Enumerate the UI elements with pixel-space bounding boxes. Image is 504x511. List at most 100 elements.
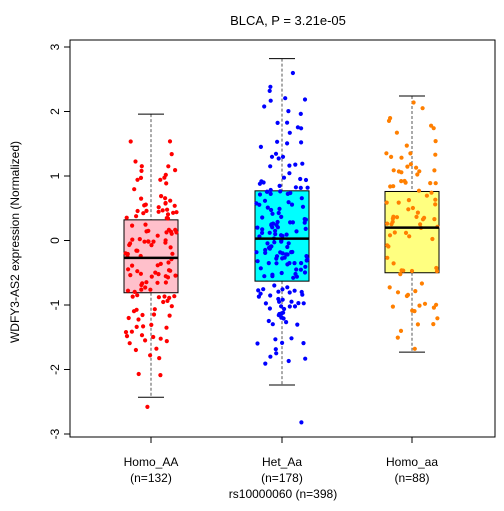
data-point [143, 338, 148, 343]
data-point [130, 294, 135, 299]
data-point [395, 335, 400, 340]
data-point [128, 241, 133, 246]
data-point [390, 216, 395, 221]
data-point [284, 320, 289, 325]
data-point [433, 152, 438, 157]
x-axis-label: rs10000060 (n=398) [229, 487, 337, 501]
data-point [164, 339, 169, 344]
data-point [428, 181, 433, 186]
data-point [407, 234, 412, 239]
data-point [268, 354, 273, 359]
data-point [268, 187, 273, 193]
data-point [164, 181, 169, 186]
data-point [168, 229, 174, 234]
y-tick-label: 1 [48, 172, 62, 179]
data-point [270, 225, 275, 230]
data-point [162, 294, 167, 299]
data-point [156, 272, 161, 277]
data-point [276, 289, 281, 294]
x-tick-count: (n=132) [130, 471, 172, 485]
data-point [163, 280, 168, 285]
data-point [420, 217, 426, 222]
data-point [255, 259, 260, 264]
data-point [135, 208, 140, 214]
data-point [391, 168, 396, 173]
data-point [273, 151, 279, 156]
data-point [286, 200, 291, 205]
data-point [141, 324, 146, 329]
data-point [154, 346, 159, 351]
data-point [146, 239, 151, 244]
data-point [291, 275, 296, 280]
data-point [273, 228, 278, 233]
data-point [265, 205, 270, 210]
data-point [280, 233, 285, 239]
data-point [277, 183, 282, 188]
data-point [301, 341, 306, 346]
data-point [286, 109, 291, 114]
data-point [156, 295, 161, 300]
data-point [434, 265, 439, 271]
data-point [170, 251, 175, 256]
data-point [166, 268, 172, 273]
data-point [128, 139, 133, 144]
data-point [399, 268, 404, 273]
data-point [293, 185, 298, 190]
data-point [173, 227, 178, 232]
data-point [417, 303, 422, 308]
data-point [263, 247, 268, 253]
data-point [391, 261, 396, 266]
data-point [272, 283, 277, 288]
data-point [123, 330, 129, 335]
data-point [414, 165, 419, 170]
data-point [143, 285, 148, 290]
data-point [172, 203, 177, 208]
data-point [167, 313, 172, 318]
data-point [289, 202, 295, 207]
data-point [275, 120, 280, 125]
data-point [287, 171, 292, 176]
data-point [135, 269, 140, 274]
data-point [276, 210, 281, 216]
data-point [165, 207, 170, 212]
chart-title: BLCA, P = 3.21e-05 [230, 13, 346, 28]
data-point [303, 264, 308, 269]
data-point [156, 205, 161, 210]
data-point [403, 180, 408, 185]
data-point [299, 289, 304, 295]
data-point [429, 123, 434, 128]
data-point [298, 111, 303, 116]
data-point [136, 371, 141, 377]
data-point [285, 120, 290, 125]
data-point [413, 289, 418, 294]
data-point [411, 100, 416, 105]
data-point [123, 251, 128, 256]
data-point [169, 152, 174, 157]
y-tick-label: 0 [48, 237, 62, 244]
data-point [172, 294, 177, 299]
data-point [284, 232, 289, 237]
data-point [270, 272, 275, 277]
data-point [166, 260, 171, 265]
data-point [268, 293, 273, 298]
data-point [398, 272, 403, 277]
data-point [278, 250, 283, 255]
data-point [295, 125, 300, 130]
x-tick-label: Homo_aa [386, 455, 438, 469]
data-point [280, 154, 286, 159]
data-point [292, 261, 297, 266]
data-point [140, 281, 145, 286]
data-point [166, 164, 171, 169]
data-point [268, 84, 273, 89]
data-point [431, 126, 436, 131]
data-point [301, 301, 306, 306]
data-point [268, 244, 273, 249]
data-point [139, 333, 145, 338]
data-point [283, 96, 288, 101]
data-point [173, 273, 178, 278]
data-point [399, 179, 404, 184]
data-point [269, 154, 275, 159]
data-point [282, 255, 287, 260]
data-point [422, 301, 428, 306]
data-point [279, 304, 284, 309]
